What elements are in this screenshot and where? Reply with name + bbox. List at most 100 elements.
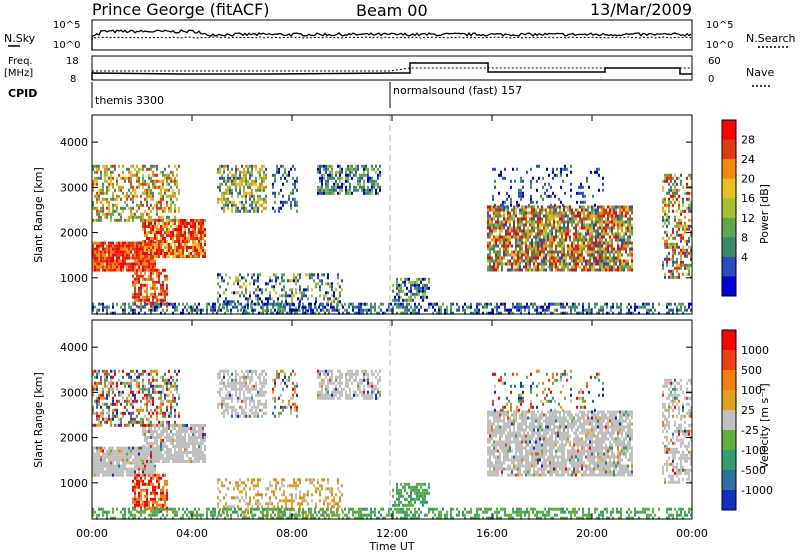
- power-cell: [150, 265, 152, 269]
- power-cell: [194, 243, 196, 246]
- power-cell: [158, 200, 160, 204]
- power-cell: [277, 300, 279, 304]
- power-cell: [574, 305, 576, 309]
- power-cell: [605, 232, 607, 236]
- power-cell: [162, 215, 164, 219]
- power-cell: [527, 247, 529, 251]
- power-cell: [517, 229, 519, 233]
- power-cell: [603, 220, 605, 224]
- power-cell: [188, 246, 190, 249]
- power-cell: [116, 203, 118, 207]
- velocity-cell: [180, 427, 182, 430]
- power-cell: [339, 179, 341, 183]
- power-cell: [200, 219, 202, 222]
- power-cell: [316, 308, 318, 312]
- power-cell: [96, 244, 98, 248]
- velocity-cell: [162, 457, 164, 460]
- power-cell: [239, 200, 241, 204]
- power-cell: [128, 170, 130, 174]
- power-cell: [611, 268, 613, 272]
- power-cell: [336, 308, 338, 312]
- power-cell: [569, 253, 571, 257]
- power-cell: [491, 247, 493, 251]
- power-cell: [265, 185, 267, 189]
- power-cell: [510, 203, 512, 207]
- power-cell: [428, 286, 430, 290]
- power-cell: [619, 208, 621, 212]
- power-cell: [523, 265, 525, 269]
- power-cell: [507, 250, 509, 254]
- power-cell: [245, 288, 247, 292]
- power-cell: [476, 302, 478, 306]
- power-cell: [507, 211, 509, 215]
- power-cell: [174, 240, 176, 243]
- power-cell: [252, 308, 254, 312]
- velocity-cell: [106, 449, 108, 453]
- power-cell: [172, 179, 174, 183]
- power-cell: [557, 256, 559, 260]
- power-cell: [158, 215, 160, 219]
- power-cell: [130, 262, 132, 266]
- power-cell: [154, 203, 156, 207]
- power-cell: [560, 200, 562, 204]
- power-cell: [410, 298, 412, 302]
- power-cell: [672, 197, 674, 201]
- power-cell: [158, 292, 160, 296]
- power-cell: [654, 308, 656, 312]
- power-cell: [424, 295, 426, 299]
- power-cell: [531, 205, 533, 209]
- power-cell: [668, 257, 670, 261]
- velocity-cell: [134, 449, 136, 453]
- power-cell: [680, 263, 682, 267]
- power-cell: [517, 226, 519, 230]
- power-cell: [243, 173, 245, 177]
- power-cell: [134, 215, 136, 219]
- power-cell: [142, 218, 144, 222]
- velocity-cell: [180, 436, 182, 439]
- power-cell: [134, 265, 136, 269]
- power-cell: [206, 308, 208, 312]
- power-cell: [339, 188, 341, 192]
- power-cell: [257, 297, 259, 301]
- velocity-cell: [154, 448, 156, 451]
- power-cell: [668, 242, 670, 246]
- power-cell: [617, 229, 619, 233]
- power-cell: [124, 256, 126, 260]
- velocity-cell: [192, 424, 194, 427]
- power-cell: [513, 214, 515, 218]
- power-cell: [530, 194, 532, 198]
- power-cell: [379, 188, 381, 192]
- power-cell: [102, 265, 104, 269]
- power-cell: [100, 170, 102, 174]
- power-cell: [158, 268, 160, 272]
- power-cell: [132, 215, 134, 219]
- velocity-cell: [156, 433, 158, 436]
- velocity-cell: [134, 461, 136, 465]
- power-cell: [533, 250, 535, 254]
- power-cell: [571, 265, 573, 269]
- power-cell: [565, 211, 567, 215]
- power-cell: [406, 311, 408, 315]
- power-cell: [142, 243, 144, 246]
- power-cell: [176, 249, 178, 252]
- power-cell: [517, 217, 519, 221]
- power-cell: [573, 235, 575, 239]
- power-cell: [404, 277, 406, 281]
- velocity-cell: [102, 458, 104, 462]
- velocity-cell: [158, 451, 160, 454]
- power-cell: [561, 220, 563, 224]
- power-cell: [629, 220, 631, 224]
- power-cell: [432, 305, 434, 309]
- power-cell: [206, 311, 208, 315]
- velocity-cell: [128, 470, 130, 474]
- power-cell: [416, 305, 418, 309]
- velocity-cell: [176, 442, 178, 445]
- power-cell: [551, 223, 553, 227]
- power-cell: [172, 255, 174, 258]
- power-cell: [596, 311, 598, 315]
- power-cell: [243, 282, 245, 286]
- power-cell: [527, 259, 529, 263]
- power-cell: [166, 234, 168, 237]
- power-cell: [294, 203, 296, 207]
- power-cell: [516, 305, 518, 309]
